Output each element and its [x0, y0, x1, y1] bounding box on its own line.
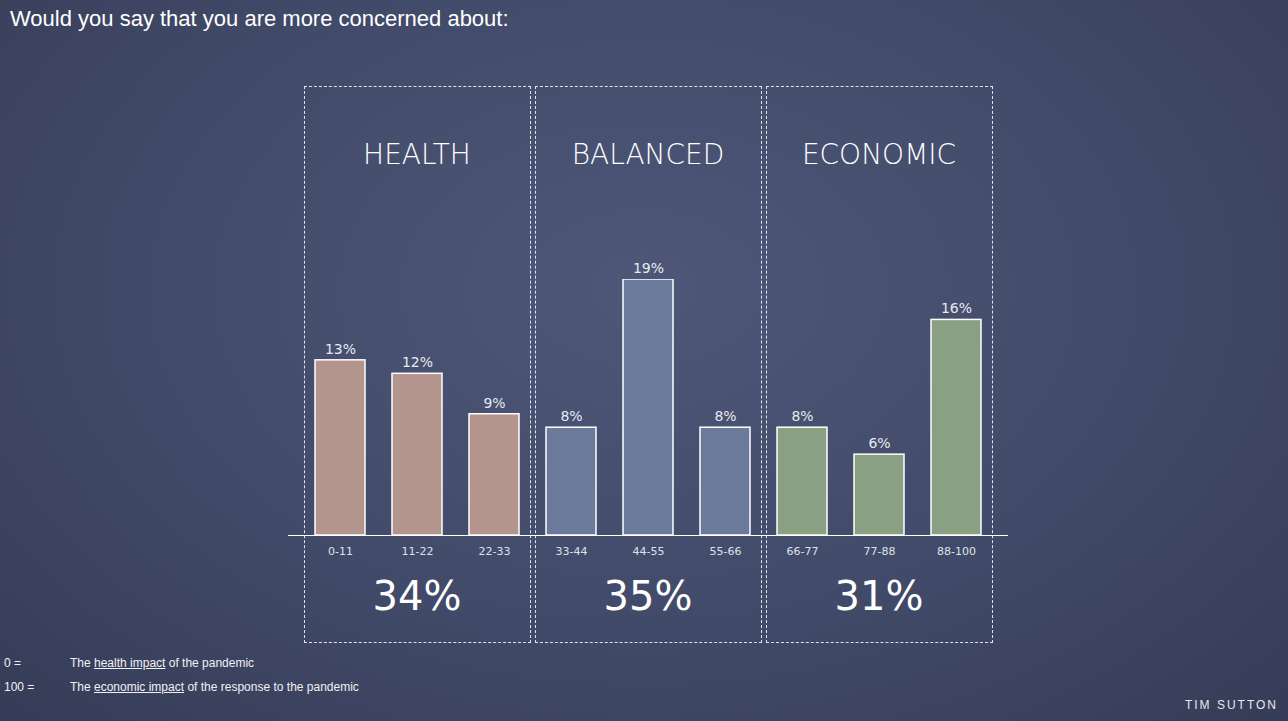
svg-text:77-88: 77-88 [864, 545, 896, 558]
svg-text:8%: 8% [714, 408, 736, 424]
html-text:31%: 31% [834, 573, 924, 619]
html-text:35%: 35% [603, 573, 693, 619]
svg-text:8%: 8% [560, 408, 582, 424]
svg-text:44-55: 44-55 [633, 545, 665, 558]
html-text:0 =: 0 = [4, 656, 21, 670]
html-text:ECONOMIC: ECONOMIC [801, 138, 957, 171]
html-text:The health impact of the pande: The health impact of the pandemic [70, 656, 255, 670]
html-text:Would you say that you are mor: Would you say that you are more concerne… [10, 6, 509, 31]
svg-text:13%: 13% [325, 341, 356, 357]
svg-text:33-44: 33-44 [556, 545, 588, 558]
svg-text:11-22: 11-22 [402, 545, 434, 558]
svg-text:16%: 16% [941, 300, 972, 316]
html-text:100 =: 100 = [4, 680, 35, 694]
svg-text:0-11: 0-11 [328, 545, 353, 558]
svg-text:9%: 9% [483, 395, 505, 411]
svg-text:88-100: 88-100 [937, 545, 976, 558]
svg-text:55-66: 55-66 [710, 545, 742, 558]
html-text:The economic impact of the res: The economic impact of the response to t… [70, 680, 359, 694]
html-text:TIM SUTTON: TIM SUTTON [1184, 698, 1278, 712]
html-text:BALANCED: BALANCED [571, 138, 725, 171]
svg-text:19%: 19% [633, 260, 664, 276]
html-text:34%: 34% [372, 573, 462, 619]
html-text:HEALTH: HEALTH [363, 138, 471, 171]
svg-text:22-33: 22-33 [479, 545, 511, 558]
svg-text:12%: 12% [402, 354, 433, 370]
svg-text:8%: 8% [791, 408, 813, 424]
svg-text:6%: 6% [868, 435, 890, 451]
svg-text:66-77: 66-77 [787, 545, 819, 558]
